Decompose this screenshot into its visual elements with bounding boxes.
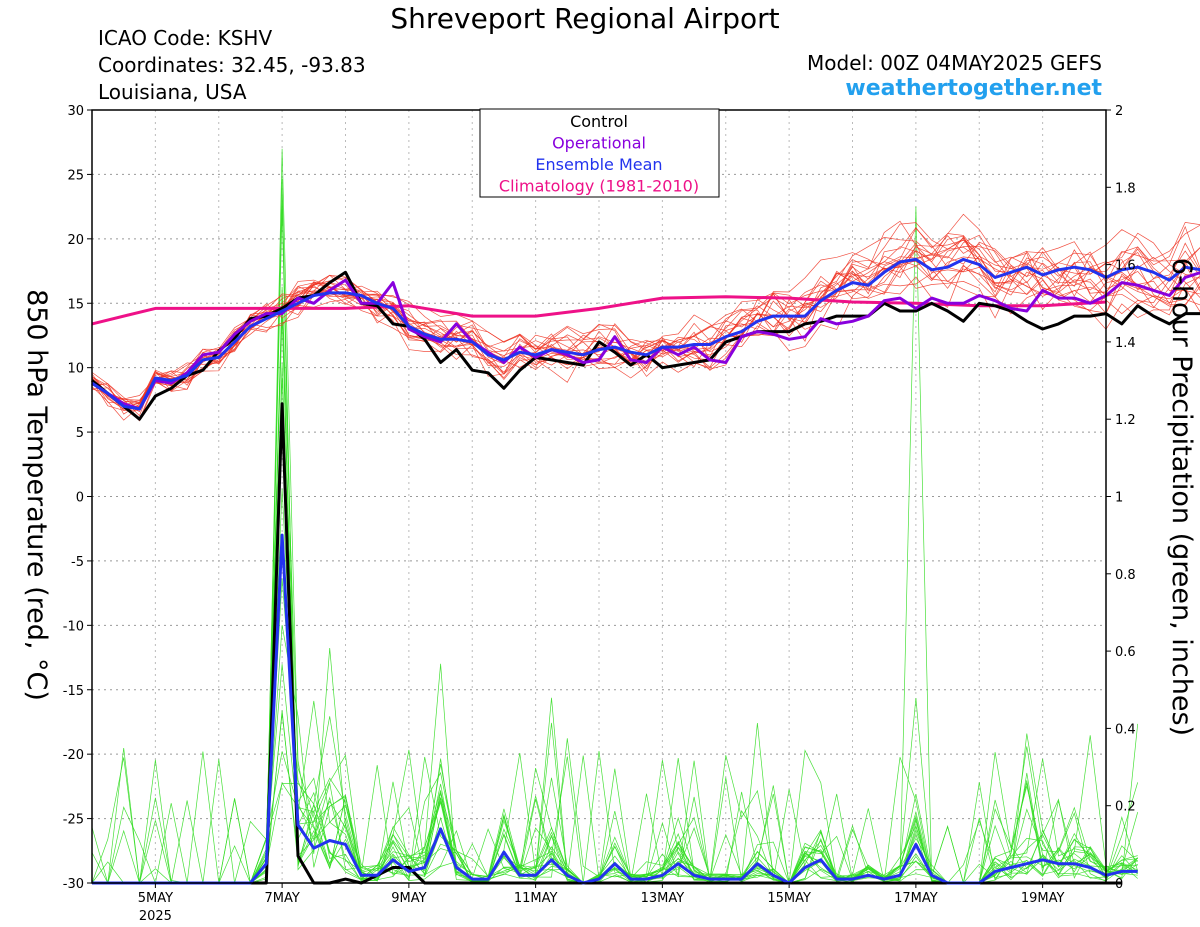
y-tick-label: -25 — [63, 813, 84, 828]
temp-member-line — [91, 225, 1200, 417]
y-tick-label: -15 — [63, 684, 84, 699]
legend-entry: Control — [570, 112, 628, 131]
y2-axis-label: 6-hour Precipitation (green, inches) — [1166, 258, 1197, 736]
coordinates: Coordinates: 32.45, -93.83 — [98, 53, 366, 77]
y2-tick-label: 0.6 — [1115, 645, 1136, 660]
precip-member-line — [91, 148, 1138, 884]
icao-code: ICAO Code: KSHV — [98, 26, 273, 50]
legend-entry: Ensemble Mean — [535, 155, 662, 174]
precip-member-line — [92, 362, 1138, 884]
temp-member-line — [91, 222, 1200, 407]
y-tick-label: -20 — [63, 748, 84, 763]
y2-tick-label: 0.2 — [1115, 800, 1136, 815]
model-run: Model: 00Z 04MAY2025 GEFS — [807, 51, 1102, 75]
precip-member-line — [92, 710, 1138, 884]
precip-member-line — [92, 713, 1138, 885]
x-tick-year: 2025 — [139, 909, 172, 924]
y-tick-label: 20 — [67, 233, 84, 248]
x-tick-label: 7MAY — [264, 891, 299, 906]
legend-entry: Operational — [552, 134, 646, 153]
y-tick-label: -30 — [63, 877, 84, 892]
y2-tick-label: 1.6 — [1115, 259, 1136, 274]
ensemble-mean-temp-line — [91, 257, 1200, 411]
precip-member-line — [92, 297, 1138, 884]
y2-tick-label: 0.8 — [1115, 568, 1136, 583]
legend: Control Operational Ensemble Mean Climatolo… — [479, 108, 720, 198]
y2-tick-label: 1.8 — [1115, 181, 1136, 196]
temp-member-line — [91, 220, 1200, 410]
y-tick-label: 0 — [76, 491, 84, 506]
y2-tick-label: 2 — [1115, 104, 1123, 119]
site-link[interactable]: weathertogether.net — [845, 76, 1102, 101]
y-axis-label: 850 hPa Temperature (red, °C) — [21, 289, 52, 701]
legend-entry: Climatology (1981-2010) — [499, 177, 699, 196]
x-tick-label: 19MAY — [1021, 891, 1065, 906]
precip-member-line — [91, 286, 1138, 884]
precip-member-line — [92, 664, 1139, 884]
precip-member-line — [92, 420, 1138, 884]
chart-title: Shreveport Regional Airport — [390, 2, 780, 35]
precip-member-line — [92, 296, 1139, 884]
precip-member-line — [92, 208, 1138, 884]
x-tick-label: 5MAY — [138, 891, 173, 906]
precip-member-line — [92, 317, 1138, 884]
precip-member-line — [92, 178, 1138, 884]
axes: 302520151050-5-10-15-20-25-3021.81.61.41… — [63, 104, 1136, 924]
x-tick-label: 9MAY — [391, 891, 426, 906]
y-tick-label: 30 — [67, 104, 84, 119]
location: Louisiana, USA — [98, 80, 247, 104]
y-tick-label: 10 — [67, 362, 84, 377]
x-tick-label: 13MAY — [641, 891, 685, 906]
x-tick-label: 15MAY — [767, 891, 811, 906]
precip-member-line — [92, 378, 1138, 884]
precip-member-line — [92, 195, 1138, 884]
grid — [92, 110, 1106, 883]
y2-tick-label: 1.4 — [1115, 336, 1136, 351]
y-tick-label: 25 — [67, 168, 84, 183]
ensemble-mean-precip-line — [92, 533, 1138, 885]
y-tick-label: -5 — [71, 555, 84, 570]
temp-member-line — [91, 250, 1200, 421]
y2-tick-label: 1.2 — [1115, 413, 1136, 428]
y2-tick-label: 0.4 — [1115, 722, 1136, 737]
legend-box — [479, 108, 720, 198]
y-tick-label: 15 — [67, 297, 84, 312]
x-tick-label: 11MAY — [514, 891, 558, 906]
y2-tick-label: 1 — [1115, 491, 1123, 506]
climatology-1981-2010-temp-line — [91, 295, 1107, 326]
x-tick-label: 17MAY — [894, 891, 938, 906]
y2-tick-label: 0 — [1115, 877, 1123, 892]
ensemble-precip-members — [91, 148, 1139, 885]
y-tick-label: 5 — [76, 426, 84, 441]
temp-member-line — [91, 233, 1200, 409]
y-tick-label: -10 — [63, 619, 84, 634]
